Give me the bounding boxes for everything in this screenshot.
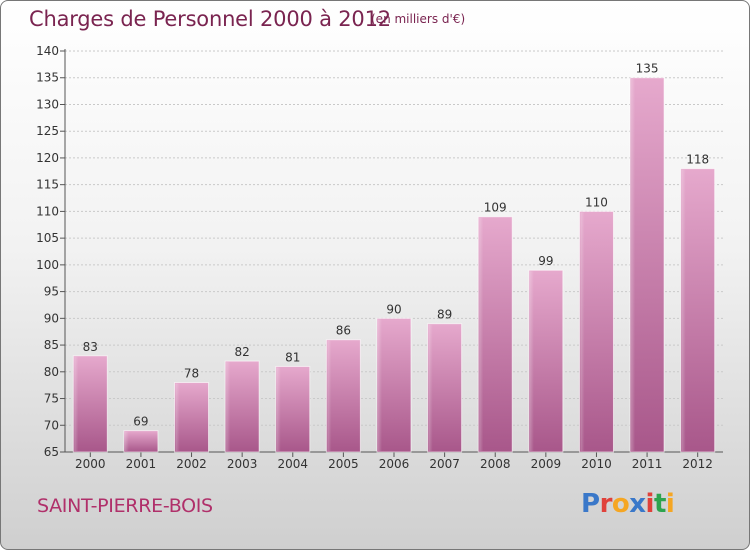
y-tick-label: 135 [36,71,59,85]
y-tick-label: 75 [44,392,59,406]
bar-highlight [681,169,686,452]
bar-highlight [226,362,231,451]
data-label: 109 [484,201,507,215]
data-label: 82 [235,345,250,359]
logo-letter: r [599,489,613,519]
x-tick-label: 2008 [480,457,511,471]
x-tick-label: 2002 [176,457,207,471]
bar-highlight [378,319,382,451]
logo-letter: o [611,489,630,519]
bar [680,168,716,453]
y-tick-label: 110 [36,204,59,218]
y-tick-label: 85 [44,338,59,352]
y-tick-label: 90 [44,311,59,325]
x-tick-label: 2005 [328,457,359,471]
data-label: 81 [285,350,300,364]
data-label: 78 [184,366,199,380]
y-tick-label: 130 [36,97,59,111]
x-tick-label: 2007 [429,457,460,471]
data-label: 90 [386,302,401,316]
y-tick-label: 115 [36,178,59,192]
chart-subtitle: (en milliers d'€) [371,12,466,26]
bar-highlight [74,356,79,451]
x-tick-label: 2003 [227,457,258,471]
data-label: 69 [133,415,148,429]
y-tick-label: 95 [44,285,59,299]
proxiti-logo[interactable]: Proxiti [581,489,675,519]
y-tick-label: 120 [36,151,59,165]
bar [224,360,260,453]
bar [629,77,665,453]
x-tick-label: 2001 [126,457,157,471]
y-tick-label: 105 [36,231,59,245]
bar-highlight [175,383,180,451]
bar-highlight [631,78,636,451]
data-label: 118 [686,153,709,167]
bar [275,365,311,453]
logo-letter: i [645,489,655,519]
y-tick-label: 140 [36,44,59,58]
data-label: 135 [636,62,659,76]
y-tick-label: 125 [36,124,59,138]
bar [477,216,513,453]
bar [427,323,463,453]
logo-letter: x [629,489,646,519]
y-tick-label: 70 [44,418,59,432]
bar-highlight [479,217,484,451]
bar-highlight [529,271,534,451]
bar [325,339,361,453]
bar [578,210,614,453]
x-tick-label: 2006 [379,457,410,471]
y-tick-label: 80 [44,365,59,379]
bar-highlight [276,367,281,451]
bar-highlight [124,431,129,451]
data-label: 86 [336,324,351,338]
logo-letter: t [653,489,666,519]
x-tick-label: 2009 [531,457,562,471]
logo-letter: i [665,489,675,519]
bar [528,269,564,453]
data-label: 83 [83,340,98,354]
labels: 65 70 75 80 85 90 95 100 105 110 115 120 125 130 135 14… [36,44,713,471]
bar-highlight [580,212,585,451]
y-tick-label: 65 [44,445,59,459]
chart-title: Charges de Personnel 2000 à 2012 [29,7,391,31]
bar [72,355,108,453]
y-tick-label: 100 [36,258,59,272]
data-label: 89 [437,308,452,322]
bar [174,381,210,453]
bar-highlight [428,324,433,451]
x-tick-label: 2000 [75,457,106,471]
bar [123,430,159,453]
bars [72,77,716,453]
data-label: 110 [585,195,608,209]
x-tick-label: 2010 [581,457,612,471]
town-name: SAINT-PIERRE-BOIS [37,495,213,517]
x-tick-label: 2012 [682,457,713,471]
logo-letter: P [581,489,600,519]
x-tick-label: 2011 [632,457,663,471]
bar-highlight [327,340,332,451]
x-tick-label: 2004 [277,457,308,471]
bar [376,317,412,453]
data-label: 99 [538,254,553,268]
